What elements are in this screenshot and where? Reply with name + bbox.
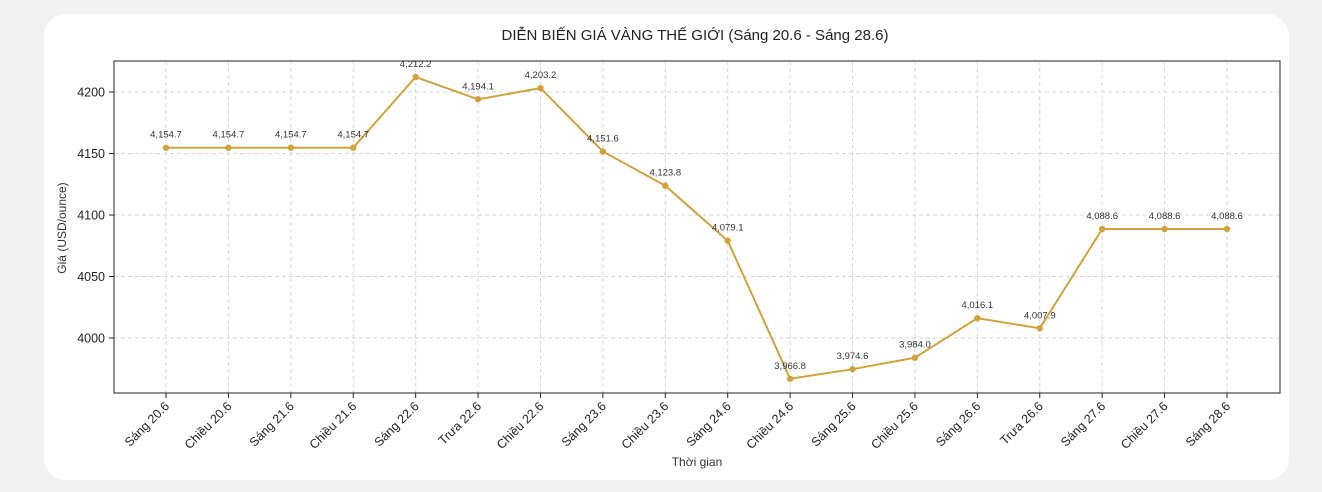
data-point xyxy=(662,182,669,189)
data-point xyxy=(911,354,919,361)
x-tick-label: Chiều 27.6 xyxy=(1118,399,1171,452)
x-tick-label: Trưa 26.6 xyxy=(997,399,1045,447)
x-tick-label: Sáng 28.6 xyxy=(1183,399,1233,449)
data-label: 4,016.1 xyxy=(962,300,994,311)
y-tick-label: 4000 xyxy=(77,332,105,346)
data-point xyxy=(225,144,232,151)
data-point xyxy=(599,148,607,155)
data-point xyxy=(412,73,419,81)
x-tick-label: Chiều 20.6 xyxy=(182,399,235,452)
data-label: 3,966.8 xyxy=(774,361,806,372)
y-tick-label: 4150 xyxy=(77,147,105,161)
x-tick-label: Sáng 26.6 xyxy=(933,399,983,449)
data-label: 4,079.1 xyxy=(712,223,744,234)
x-tick-label: Chiều 22.6 xyxy=(494,399,547,452)
y-tick-label: 4100 xyxy=(77,209,105,223)
data-label: 4,088.6 xyxy=(1149,211,1181,222)
x-tick-label: Sáng 27.6 xyxy=(1058,399,1108,449)
gridlines xyxy=(114,61,1280,393)
y-axis-ticks: 4000 4050 4100 4150 4200 xyxy=(77,86,114,346)
data-point xyxy=(849,366,856,373)
data-label: 4,212.2 xyxy=(400,59,432,70)
data-point xyxy=(786,375,794,383)
x-tick-label: Chiều 25.6 xyxy=(868,399,921,452)
data-label: 4,154.7 xyxy=(337,130,369,141)
data-point xyxy=(1098,225,1106,233)
data-label: 4,088.6 xyxy=(1086,211,1118,222)
x-tick-label: Trưa 22.6 xyxy=(436,399,484,447)
data-point xyxy=(537,84,544,92)
data-label: 4,203.2 xyxy=(525,70,557,81)
x-tick-label: Sáng 21.6 xyxy=(247,399,297,449)
y-axis-label: Giá (USD/ounce) xyxy=(55,182,69,273)
data-points xyxy=(162,73,1231,383)
data-point xyxy=(162,144,170,151)
y-tick-label: 4200 xyxy=(77,86,105,100)
data-label: 4,123.8 xyxy=(649,168,681,179)
data-point xyxy=(474,96,482,103)
data-point xyxy=(1223,225,1231,233)
data-point xyxy=(724,237,731,244)
series-line xyxy=(166,75,1227,380)
data-label: 4,088.6 xyxy=(1211,211,1243,222)
chart-title: DIỄN BIẾN GIÁ VÀNG THẾ GIỚI (Sáng 20.6 -… xyxy=(502,27,889,44)
x-tick-label: Chiều 23.6 xyxy=(619,399,672,452)
data-label: 4,154.7 xyxy=(275,130,307,141)
data-label: 3,974.6 xyxy=(837,351,869,362)
plot-area xyxy=(113,60,1281,394)
data-point xyxy=(287,144,295,151)
data-label: 3,984.0 xyxy=(899,340,931,351)
x-axis-ticks: Sáng 20.6 Chiều 20.6 Sáng 21.6 Chiều 21.6 Sá… xyxy=(122,393,1233,452)
data-labels: 4,154.7 4,154.7 4,154.7 4,154.7 4,212.2 4,194… xyxy=(150,59,1243,372)
data-label: 4,007.9 xyxy=(1024,310,1056,321)
x-tick-label: Chiều 24.6 xyxy=(744,399,797,452)
data-label: 4,154.7 xyxy=(213,130,245,141)
data-label: 4,151.6 xyxy=(587,134,619,145)
data-point xyxy=(350,144,357,151)
data-label: 4,154.7 xyxy=(150,130,182,141)
x-tick-label: Chiều 21.6 xyxy=(307,399,360,452)
x-axis-label: Thời gian xyxy=(672,455,723,469)
data-point xyxy=(974,314,981,322)
y-tick-label: 4050 xyxy=(77,270,105,284)
x-tick-label: Sáng 24.6 xyxy=(684,399,734,449)
data-point xyxy=(1161,225,1168,233)
x-tick-label: Sáng 25.6 xyxy=(808,399,858,449)
data-label: 4,194.1 xyxy=(462,81,494,92)
x-tick-label: Sáng 22.6 xyxy=(372,399,422,449)
x-tick-label: Sáng 20.6 xyxy=(122,399,172,449)
data-point xyxy=(1036,325,1043,332)
x-tick-label: Sáng 23.6 xyxy=(559,399,609,449)
